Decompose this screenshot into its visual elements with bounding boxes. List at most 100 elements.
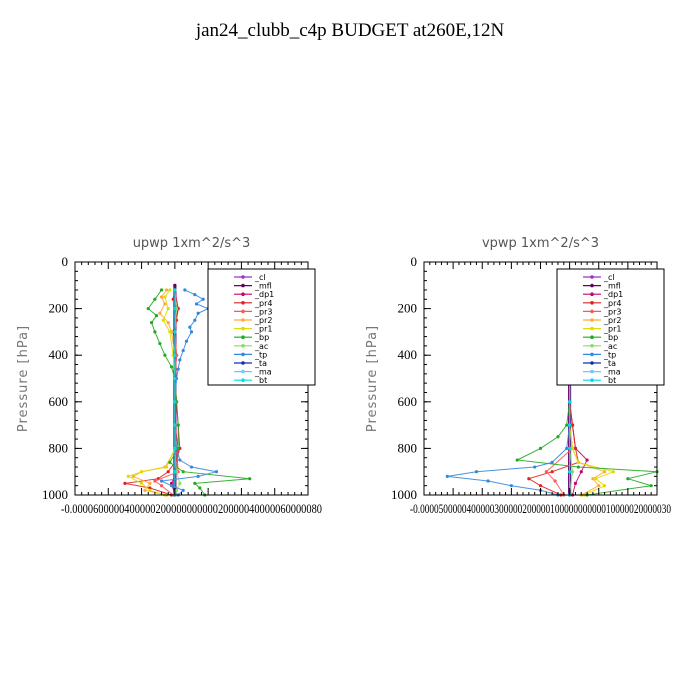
data-point	[169, 484, 174, 488]
legend-label: _ma	[254, 368, 272, 377]
legend-item-cl: _cl	[583, 273, 615, 282]
data-point	[570, 470, 575, 474]
y-axis-label: Pressure [hPa]	[16, 325, 31, 432]
legend-label: _pr4	[254, 299, 272, 308]
legend-marker	[241, 369, 245, 374]
y-tick-label: 200	[49, 301, 69, 316]
data-point	[139, 470, 144, 474]
data-point	[576, 465, 580, 469]
chart-panel-2: vpwp 1xm^2/s^3 Pressure [hPa] 0 200 400 600 80…	[365, 236, 671, 516]
data-point	[597, 484, 601, 488]
x-tick-labels: -0.0000500000400000300000200000100000000…	[410, 501, 671, 516]
data-point	[153, 297, 157, 301]
data-point	[161, 318, 165, 322]
data-point	[193, 293, 197, 297]
data-point	[149, 320, 154, 325]
legend-item-mfl: _mfl	[234, 282, 272, 291]
data-point	[166, 320, 170, 325]
legend-marker	[241, 378, 245, 383]
data-point	[146, 307, 150, 311]
legend-item-dp1: _dp1	[583, 290, 623, 299]
data-point	[189, 330, 194, 334]
data-point	[173, 288, 177, 292]
legend-label: _pr2	[603, 316, 621, 325]
legend-item-bt: _bt	[234, 376, 267, 385]
data-point	[579, 470, 583, 474]
legend-item-pr4: _pr4	[234, 299, 272, 308]
legend-marker	[590, 369, 594, 374]
data-point	[649, 484, 653, 488]
legend-item-pr3: _pr3	[234, 307, 272, 316]
data-point	[509, 484, 513, 488]
legend-item-ac: _ac	[583, 342, 617, 351]
legend-marker	[590, 309, 594, 314]
legend-label: _dp1	[254, 290, 274, 299]
legend-label: _pr4	[603, 299, 621, 308]
data-point	[159, 288, 164, 292]
data-point	[176, 367, 180, 371]
legend-item-bt: _bt	[583, 376, 616, 385]
data-point	[166, 307, 170, 311]
legend-marker	[241, 361, 245, 365]
data-point	[194, 302, 199, 306]
legend-label: _mfl	[603, 282, 621, 291]
legend-item-mfl: _mfl	[583, 282, 621, 291]
data-point	[594, 477, 598, 481]
data-point	[178, 481, 182, 485]
data-point	[143, 488, 147, 492]
data-point	[538, 446, 543, 450]
legend-marker	[241, 292, 245, 297]
data-point	[181, 348, 185, 353]
data-point	[527, 477, 531, 481]
legend-item-pr1: _pr1	[234, 325, 272, 334]
legend-label: _ma	[603, 368, 621, 377]
data-point	[198, 486, 202, 490]
legend-label: _mfl	[254, 282, 272, 291]
y-tick-label: 800	[398, 440, 418, 455]
legend-item-pr4: _pr4	[583, 299, 621, 308]
legend-label: _pr1	[603, 325, 621, 334]
data-point	[123, 481, 127, 485]
data-point	[176, 423, 180, 427]
y-tick-label: 400	[49, 347, 69, 362]
legend-box	[207, 268, 316, 386]
legend-label: _pr3	[603, 307, 621, 316]
legend-item-pr3: _pr3	[583, 307, 621, 316]
data-point	[193, 481, 197, 485]
legend-item-dp1: _dp1	[234, 290, 274, 299]
data-point	[181, 470, 185, 474]
legend-label: _pr3	[254, 307, 272, 316]
legend-item-ma: _ma	[234, 368, 272, 377]
legend-marker	[590, 378, 594, 383]
data-point	[570, 423, 575, 427]
y-tick-label: 200	[398, 301, 418, 316]
legend-label: _tp	[603, 350, 616, 359]
legend-label: _ta	[254, 359, 267, 368]
y-tick-label: 0	[62, 254, 69, 269]
data-point	[188, 325, 192, 329]
data-point	[166, 470, 170, 474]
panel-title: upwp 1xm^2/s^3	[133, 236, 251, 251]
legend-label: _tp	[254, 350, 267, 359]
data-point	[189, 465, 194, 469]
data-point	[568, 423, 572, 427]
series-bt	[173, 288, 177, 497]
data-point	[126, 474, 130, 478]
y-tick-label: 800	[49, 440, 69, 455]
data-point	[168, 288, 172, 292]
legend-item-cl: _cl	[234, 273, 266, 282]
data-point	[169, 365, 174, 369]
data-point	[181, 488, 185, 492]
data-point	[201, 297, 205, 301]
data-point	[173, 446, 177, 450]
data-point	[163, 295, 167, 299]
series-line	[127, 289, 176, 496]
y-tick-label: 600	[49, 394, 69, 409]
data-point	[556, 435, 560, 439]
legend-label: _ac	[603, 342, 617, 351]
data-point	[214, 470, 219, 474]
data-point	[585, 458, 589, 462]
data-point	[173, 283, 177, 287]
legend-marker	[590, 301, 594, 305]
data-point	[196, 474, 200, 478]
